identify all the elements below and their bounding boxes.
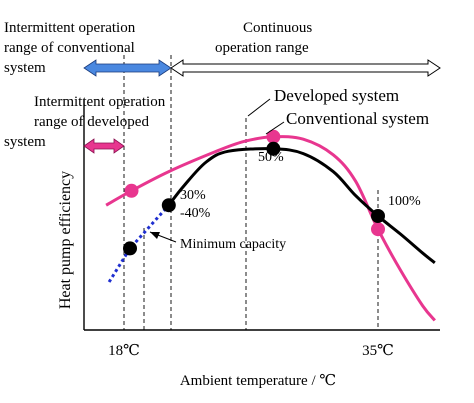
- annot-continuous-line2: operation range: [215, 40, 309, 56]
- developed-marker-2: [371, 222, 385, 237]
- annot-intermittent-conventional-line1: Intermittent operation: [4, 20, 136, 36]
- conventional-callout-line: [265, 121, 285, 135]
- markers-layer: [123, 129, 385, 256]
- conventional-system-label: Conventional system: [286, 109, 429, 128]
- low-capacity-line: [107, 204, 170, 283]
- x-axis-label: Ambient temperature / ℃: [180, 373, 336, 389]
- developed-system-label: Developed system: [274, 86, 399, 105]
- intermittent-developed-arrow: [83, 138, 125, 154]
- annot-intermittent-conventional-line2: range of conventional: [4, 40, 135, 56]
- min-capacity-marker-0: [123, 241, 137, 256]
- annot-continuous-line1: Continuous: [243, 20, 312, 36]
- pct-100-label: 100%: [388, 194, 421, 209]
- developed-callout-line: [247, 98, 271, 117]
- pct-50-label: 50%: [258, 150, 284, 165]
- conventional-marker-1: [266, 141, 281, 156]
- continuous-range-arrow: [170, 59, 441, 77]
- annot-intermittent-conventional-line3: system: [4, 60, 46, 76]
- intermittent-conventional-arrow: [83, 59, 172, 77]
- min-capacity-arrowhead: [150, 232, 160, 239]
- conventional-marker-2: [371, 209, 385, 223]
- range-arrows: [83, 59, 441, 154]
- annot-intermittent-conventional: Intermittent operation range of conventi…: [4, 20, 139, 76]
- developed-marker-1: [266, 129, 281, 144]
- pct-30-label: 30%: [180, 188, 206, 203]
- conventional-system-line: [167, 147, 436, 264]
- annot-intermittent-developed-line2: range of developed: [34, 114, 149, 130]
- annot-intermittent-developed-line3: system: [4, 134, 46, 150]
- min-capacity-label: Minimum capacity: [180, 237, 286, 252]
- y-axis-label: Heat pump efficiency: [57, 171, 74, 309]
- annot-continuous: Continuous operation range: [215, 20, 316, 56]
- x-tick-18: 18℃: [108, 343, 140, 359]
- x-tick-35: 35℃: [362, 343, 394, 359]
- conventional-marker-0: [161, 198, 176, 213]
- developed-marker-0: [124, 183, 139, 198]
- series-layer: [105, 135, 436, 322]
- annot-intermittent-developed: Intermittent operation range of develope…: [4, 94, 169, 150]
- pct-40-label: -40%: [180, 206, 211, 221]
- annot-intermittent-developed-line1: Intermittent operation: [34, 94, 166, 110]
- developed-system-line: [105, 135, 436, 322]
